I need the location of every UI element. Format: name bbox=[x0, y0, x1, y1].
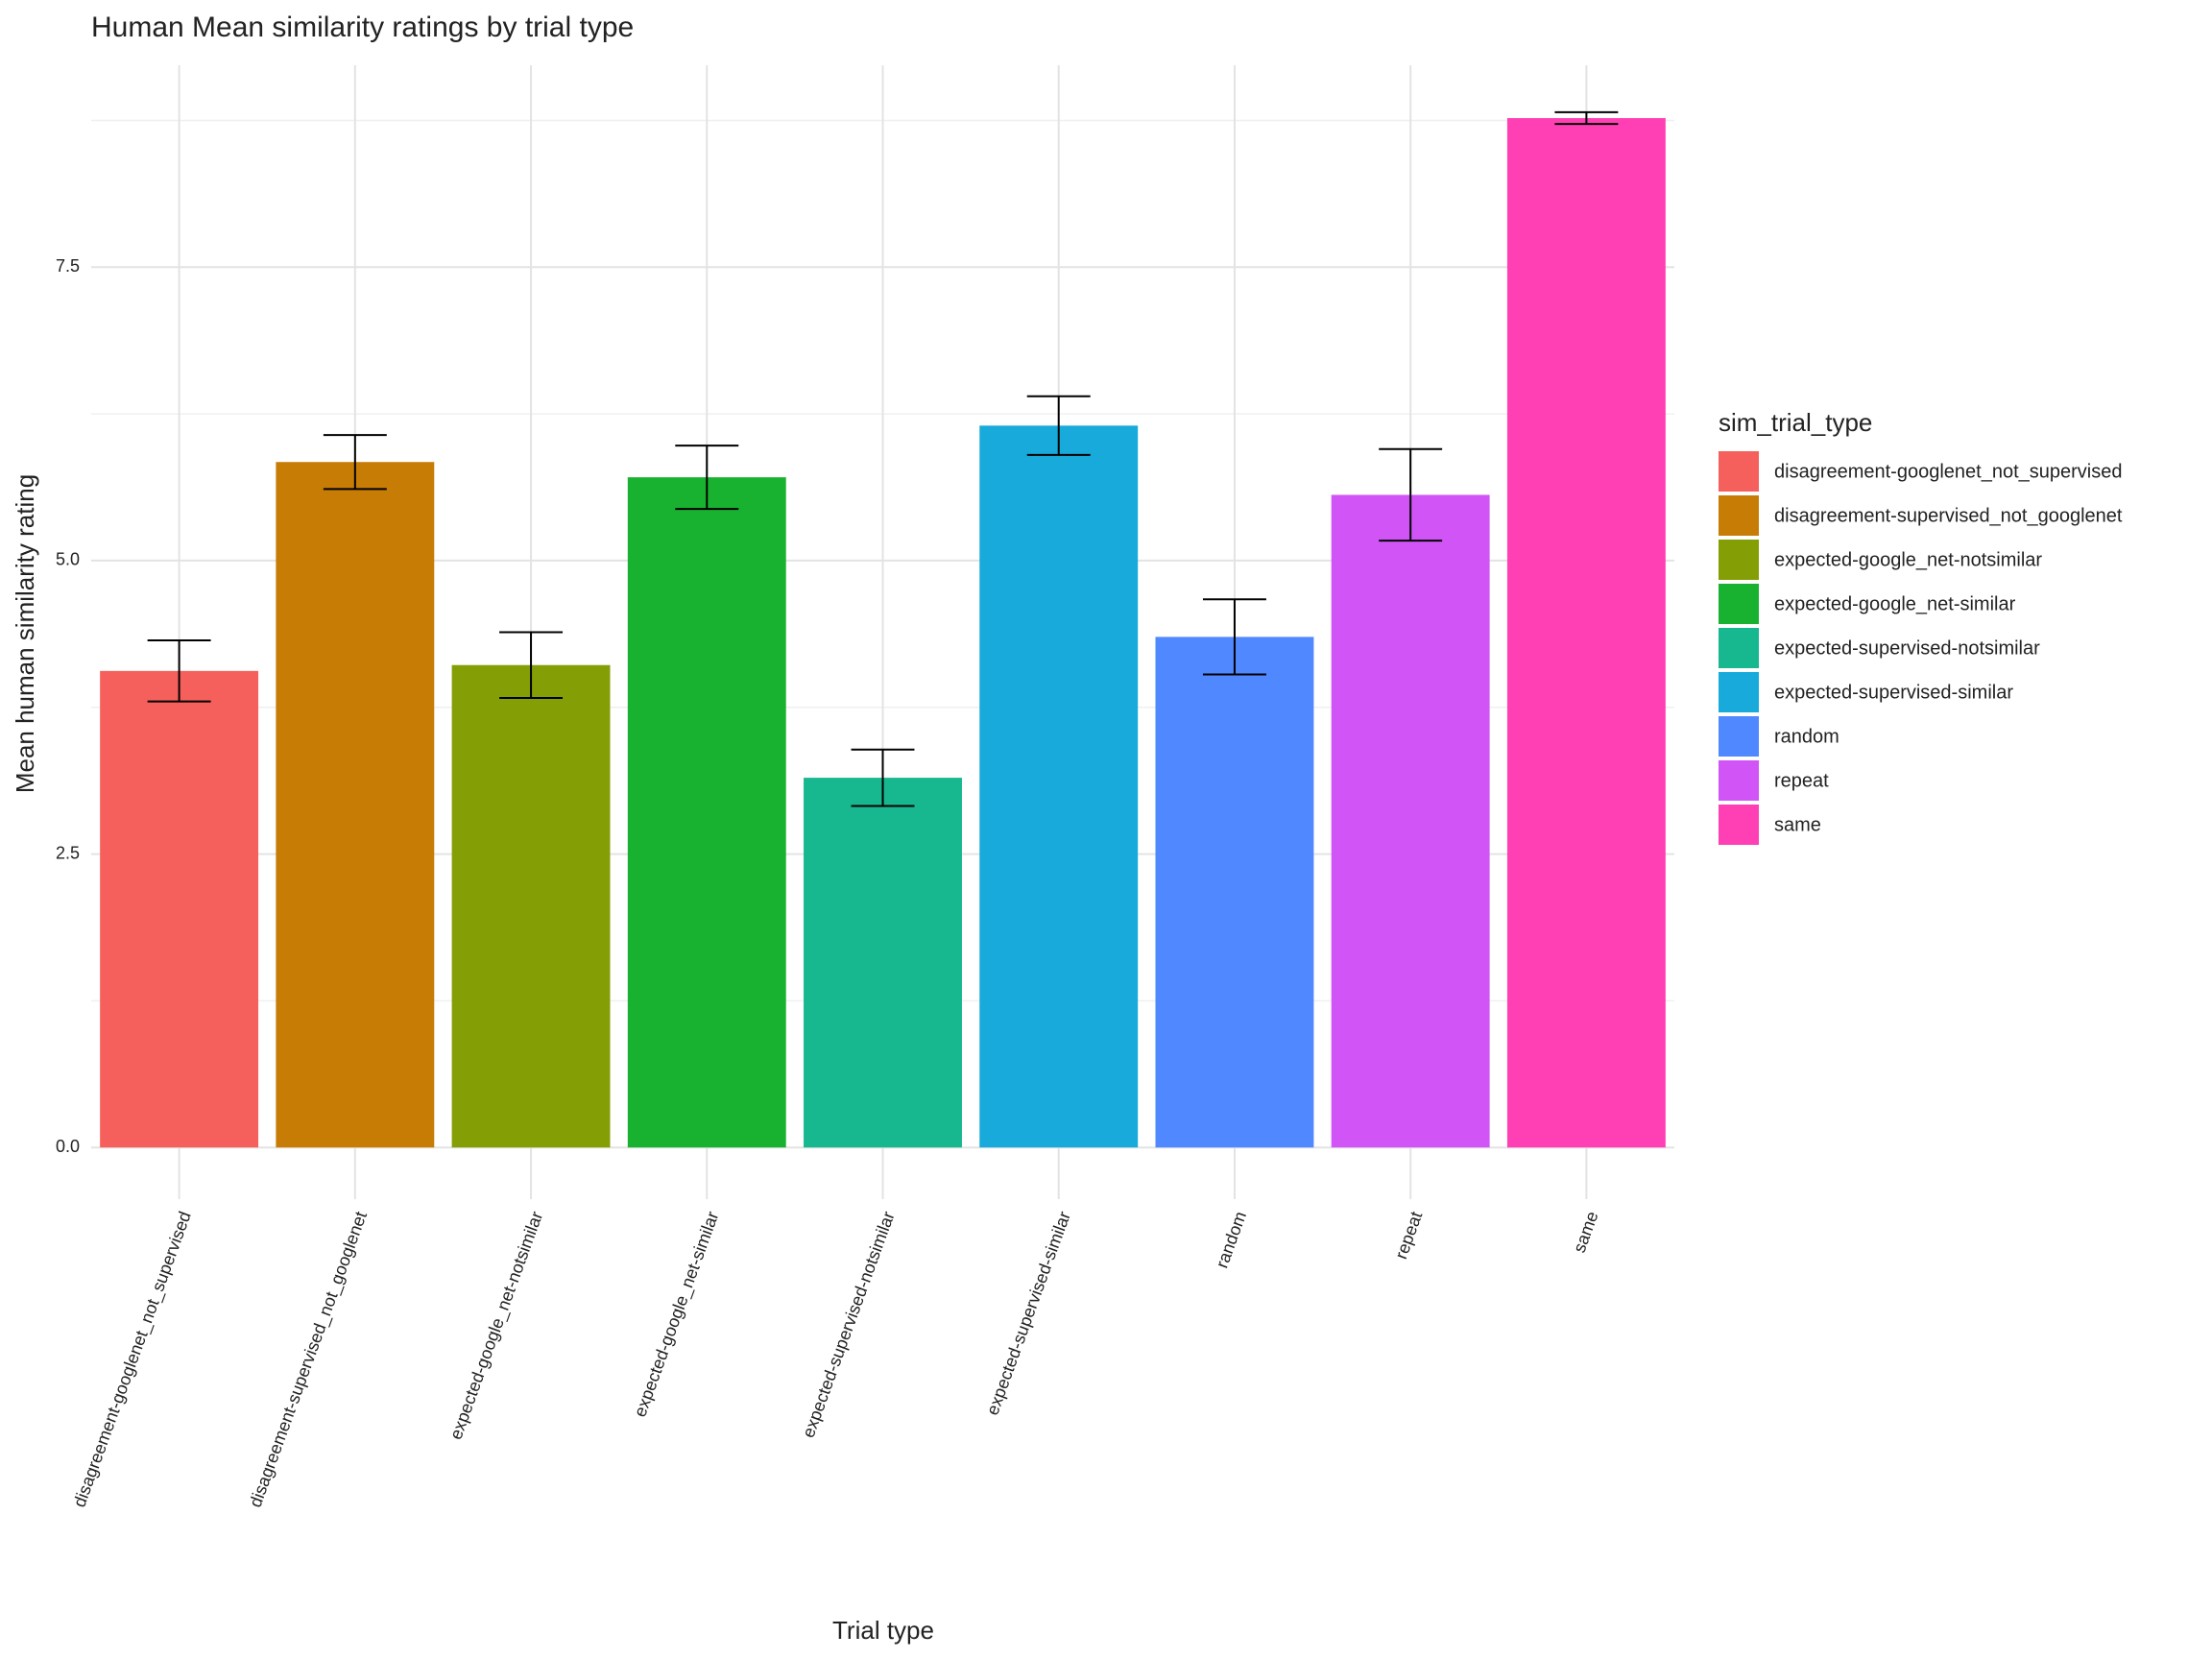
legend-swatch bbox=[1719, 805, 1759, 845]
legend-label: same bbox=[1774, 814, 1821, 835]
x-tick-label: repeat bbox=[1391, 1209, 1426, 1262]
bar bbox=[451, 664, 611, 1148]
y-tick-label: 7.5 bbox=[56, 256, 80, 276]
bar bbox=[100, 670, 259, 1148]
legend-title: sim_trial_type bbox=[1719, 408, 1872, 437]
bar bbox=[1506, 118, 1666, 1148]
x-tick-label: expected-supervised-similar bbox=[983, 1209, 1074, 1417]
legend-label: disagreement-googlenet_not_supervised bbox=[1774, 461, 2122, 482]
legend-label: expected-supervised-notsimilar bbox=[1774, 637, 2040, 659]
y-tick-label: 2.5 bbox=[56, 843, 80, 862]
x-tick-label: same bbox=[1570, 1209, 1602, 1255]
x-tick-label: expected-google_net-similar bbox=[630, 1209, 723, 1420]
y-tick-label: 5.0 bbox=[56, 550, 80, 569]
legend-swatch bbox=[1719, 451, 1759, 492]
legend-label: expected-google_net-similar bbox=[1774, 593, 2016, 614]
legend-swatch bbox=[1719, 716, 1759, 757]
legend-label: random bbox=[1774, 726, 1839, 747]
bar bbox=[804, 778, 962, 1148]
y-tick-label: 0.0 bbox=[56, 1137, 80, 1156]
bar bbox=[627, 477, 786, 1148]
legend-label: repeat bbox=[1774, 770, 1829, 791]
legend-swatch bbox=[1719, 760, 1759, 801]
legend-label: disagreement-supervised_not_googlenet bbox=[1774, 505, 2123, 526]
chart-title: Human Mean similarity ratings by trial t… bbox=[91, 12, 634, 43]
x-tick-label: expected-supervised-notsimilar bbox=[799, 1209, 899, 1440]
legend-swatch bbox=[1719, 540, 1759, 580]
legend-label: expected-supervised-similar bbox=[1774, 682, 2013, 703]
bar bbox=[1155, 637, 1314, 1148]
x-tick-label: disagreement-googlenet_not_supervised bbox=[69, 1209, 195, 1510]
x-tick-label: disagreement-supervised_not_googlenet bbox=[246, 1209, 372, 1510]
x-axis-title: Trial type bbox=[832, 1616, 934, 1645]
x-tick-label: random bbox=[1212, 1209, 1250, 1270]
legend-swatch bbox=[1719, 584, 1759, 624]
legend-swatch bbox=[1719, 628, 1759, 668]
legend-swatch bbox=[1719, 672, 1759, 712]
legend-label: expected-google_net-notsimilar bbox=[1774, 549, 2042, 570]
bar bbox=[979, 425, 1139, 1148]
x-tick-label: expected-google_net-notsimilar bbox=[446, 1209, 548, 1442]
legend-swatch bbox=[1719, 495, 1759, 536]
bar bbox=[276, 462, 435, 1148]
y-axis-title: Mean human similarity rating bbox=[11, 474, 39, 793]
bar bbox=[1331, 494, 1490, 1148]
